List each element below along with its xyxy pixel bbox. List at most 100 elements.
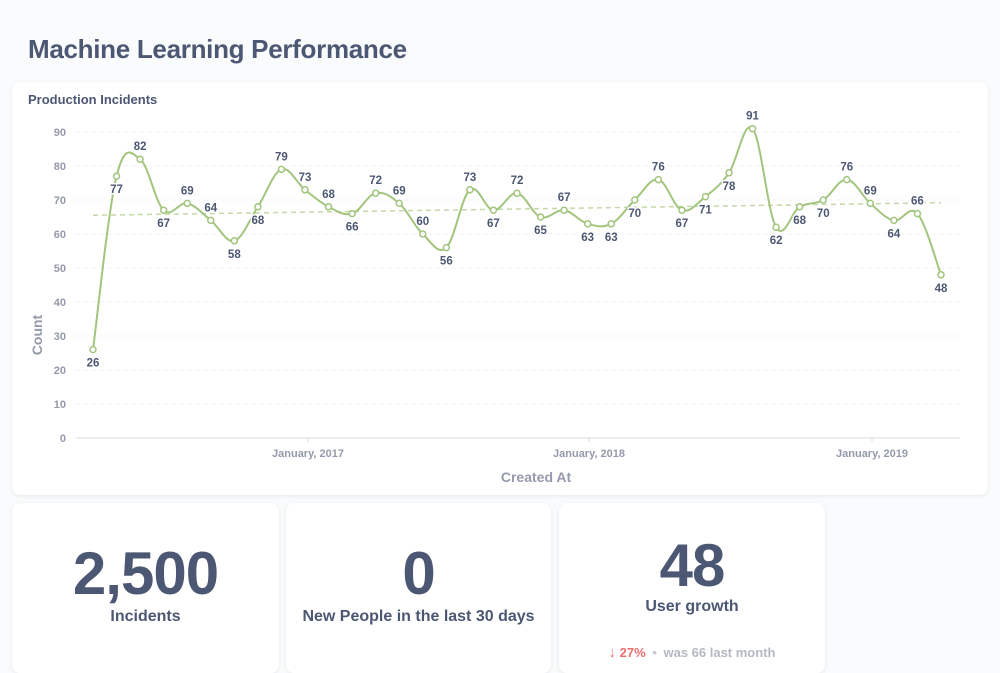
data-label: 70 [817,208,830,220]
data-label: 91 [746,111,759,123]
data-point [913,209,922,218]
data-point [442,243,451,252]
y-tick-label: 10 [54,399,66,411]
scalar-card-incidents[interactable]: 2,500 Incidents [12,503,279,673]
scalar-label[interactable]: User growth [645,598,739,615]
data-label: 77 [110,184,123,196]
data-point [136,155,144,163]
data-point [277,165,286,174]
data-label: 65 [534,225,547,237]
chart-card[interactable]: Production Incidents 0 10 20 30 40 50 60 70 80 90… [12,82,988,495]
data-point [795,203,804,211]
data-label: 63 [605,232,618,244]
data-point [560,206,568,214]
arrow-down-icon: ↓ [608,644,617,661]
data-point [678,206,686,214]
data-label: 76 [840,162,853,174]
data-label: 68 [251,215,264,227]
data-label: 67 [558,192,571,204]
trend-percent: 27% [619,645,646,660]
data-point [725,169,733,177]
data-label: 68 [322,189,335,201]
data-point [324,203,333,211]
data-label: 68 [793,215,806,227]
trend-comparison: was 66 last month [663,645,776,660]
data-point [419,230,427,238]
data-point [371,189,380,197]
trend-separator: • [652,645,657,660]
data-point [230,237,239,245]
scalar-label[interactable]: New People in the last 30 days [302,608,535,625]
scalar-value: 0 [402,540,435,607]
data-point [159,206,168,214]
y-tick-label: 20 [54,365,66,377]
data-label: 72 [369,175,382,187]
data-label: 67 [675,218,688,230]
y-tick-label: 70 [54,195,66,207]
data-label: 70 [628,208,641,220]
data-label: 26 [87,358,100,370]
scalar-card-new-people[interactable]: 0 New People in the last 30 days [286,503,551,673]
data-point [583,220,592,228]
data-point [631,196,639,204]
data-label: 67 [487,218,500,230]
data-point [701,192,710,201]
data-label: 76 [652,162,665,174]
y-tick-label: 80 [54,161,66,173]
scalar-label[interactable]: Incidents [110,608,181,625]
y-tick-label: 90 [54,127,66,139]
data-point [89,345,97,354]
data-point [819,196,827,204]
data-label: 66 [346,222,359,234]
data-label: 67 [157,218,170,230]
data-point [748,124,757,133]
data-label: 56 [440,256,453,268]
data-label: 78 [723,181,736,193]
data-point [489,206,498,214]
data-label: 79 [275,151,288,163]
data-point [348,209,356,218]
data-point [866,199,875,208]
data-label: 72 [511,175,524,187]
data-label: 73 [299,172,312,184]
scalar-value: 48 [659,532,726,599]
data-point [843,175,851,184]
x-axis-title: Created At [501,469,572,485]
data-point [536,213,545,221]
line-chart: 0 10 20 30 40 50 60 70 80 90 January, 2017 January,… [29,109,960,485]
dashboard-title: Machine Learning Performance [28,34,407,64]
data-point [607,220,615,228]
x-tick-label: January, 2018 [553,448,625,460]
data-point [112,172,121,180]
data-point [183,199,191,208]
data-label: 60 [416,216,429,228]
data-label: 62 [770,235,783,247]
x-tick-label: January, 2017 [272,448,344,460]
data-label: 69 [864,185,877,197]
data-point [395,199,403,208]
y-tick-label: 0 [60,433,66,445]
chart-card-title[interactable]: Production Incidents [28,92,158,107]
data-label: 63 [581,232,594,244]
data-point [207,216,215,225]
data-label: 64 [204,202,217,214]
x-tick-label: January, 2019 [836,448,908,460]
data-label: 64 [887,228,900,240]
data-point [301,186,309,194]
trendline [92,201,942,217]
data-point [254,203,262,211]
y-tick-label: 30 [54,331,66,343]
data-label: 58 [228,249,241,261]
data-point [890,216,898,225]
data-point [772,223,780,231]
data-label: 82 [134,141,147,153]
scalar-card-user-growth[interactable]: 48 User growth ↓ 27% • was 66 last month [559,503,825,673]
data-point [654,175,663,184]
trend-row: ↓ 27% • was 66 last month [559,644,825,661]
series-line [92,126,942,350]
data-point [937,271,945,279]
data-point [513,189,521,197]
data-point [466,186,474,194]
y-axis-title: Count [29,314,45,355]
y-tick-label: 50 [54,263,66,275]
